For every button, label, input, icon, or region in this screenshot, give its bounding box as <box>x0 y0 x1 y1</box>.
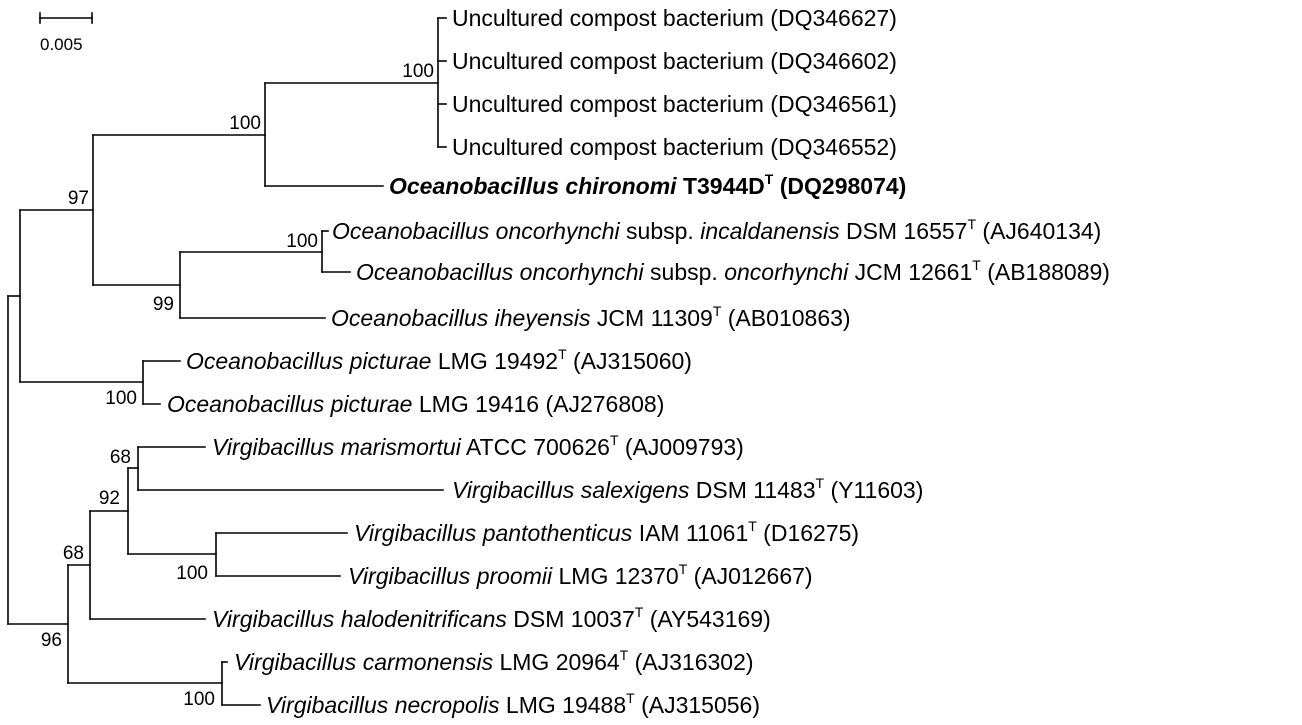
bootstrap-value: 100 <box>105 388 137 409</box>
taxon-strain: LMG 19488 <box>500 692 627 718</box>
scale-bar: 0.005 <box>39 12 93 54</box>
taxon-subspecies: incaldanensis <box>700 218 840 244</box>
taxon-label: Uncultured compost bacterium (DQ346627) <box>452 5 897 31</box>
taxon-label: Virgibacillus pantothenticus IAM 11061T … <box>354 518 859 546</box>
bootstrap-value: 68 <box>110 447 131 468</box>
taxon-species: Virgibacillus proomii <box>348 563 553 589</box>
taxon-label: Oceanobacillus iheyensis JCM 11309T (AB0… <box>331 303 851 331</box>
taxon-name: Uncultured compost bacterium (DQ346602) <box>452 48 897 74</box>
type-strain-mark: T <box>626 690 635 706</box>
type-strain-mark: T <box>748 518 757 534</box>
taxon-subsp-abbrev: subsp. <box>620 218 701 244</box>
taxon-strain: JCM 12661 <box>848 259 972 285</box>
taxon-label: Virgibacillus proomii LMG 12370T (AJ0126… <box>348 561 813 589</box>
taxon-label: Uncultured compost bacterium (DQ346602) <box>452 48 897 74</box>
taxon-strain: JCM 11309 <box>591 305 713 331</box>
bootstrap-value: 100 <box>229 113 261 134</box>
taxon-subsp-abbrev: subsp. <box>644 259 725 285</box>
taxon-label: Virgibacillus carmonensis LMG 20964T (AJ… <box>234 647 754 675</box>
type-strain-mark: T <box>967 216 976 232</box>
taxon-strain: LMG 12370 <box>552 563 679 589</box>
taxon-species: Virgibacillus salexigens <box>452 477 690 503</box>
taxon-label: Virgibacillus necropolis LMG 19488T (AJ3… <box>266 690 760 718</box>
bootstrap-value: 100 <box>176 563 208 584</box>
type-strain-mark: T <box>816 475 825 491</box>
taxon-label: Oceanobacillus oncorhynchi subsp. incald… <box>332 216 1101 244</box>
taxon-accession: (D16275) <box>757 520 859 546</box>
taxon-strain: T3944D <box>677 173 765 199</box>
taxon-accession: (AJ276808) <box>539 391 664 417</box>
bootstrap-value: 68 <box>63 543 84 564</box>
taxon-accession: (AB010863) <box>721 305 850 331</box>
taxon-label: Oceanobacillus picturae LMG 19492T (AJ31… <box>186 346 692 374</box>
taxon-species: Oceanobacillus iheyensis <box>331 305 591 331</box>
bootstrap-value: 97 <box>68 188 89 209</box>
taxon-species: Oceanobacillus picturae <box>167 391 412 417</box>
bootstrap-value: 92 <box>99 488 120 509</box>
bootstrap-value: 99 <box>153 294 174 315</box>
bootstrap-value: 100 <box>402 61 434 82</box>
taxon-label: Virgibacillus marismortui ATCC 700626T (… <box>212 432 744 460</box>
taxon-accession: (AJ012667) <box>687 563 812 589</box>
bootstrap-value: 100 <box>183 689 215 710</box>
taxon-species: Oceanobacillus chironomi <box>389 173 677 199</box>
taxon-species: Oceanobacillus oncorhynchi <box>356 259 645 285</box>
type-strain-mark: T <box>620 647 629 663</box>
taxon-label: Virgibacillus halodenitrificans DSM 1003… <box>212 604 771 632</box>
taxon-strain: LMG 19492 <box>431 348 558 374</box>
bootstrap-value: 100 <box>286 231 318 252</box>
taxon-label: Uncultured compost bacterium (DQ346561) <box>452 91 897 117</box>
taxon-name: Uncultured compost bacterium (DQ346552) <box>452 134 897 160</box>
taxon-species: Virgibacillus necropolis <box>266 692 500 718</box>
type-strain-mark: T <box>635 604 644 620</box>
taxon-species: Virgibacillus pantothenticus <box>354 520 633 546</box>
bootstrap-value: 96 <box>41 630 62 651</box>
taxon-strain: IAM 11061 <box>632 520 748 546</box>
taxon-species: Virgibacillus marismortui <box>212 434 462 460</box>
type-strain-mark: T <box>713 303 722 319</box>
tree-branches <box>7 17 447 706</box>
taxon-strain: LMG 20964 <box>493 649 620 675</box>
taxon-species: Virgibacillus carmonensis <box>234 649 494 675</box>
taxon-strain: LMG 19416 <box>412 391 539 417</box>
taxon-label: Uncultured compost bacterium (DQ346552) <box>452 134 897 160</box>
type-strain-mark: T <box>679 561 688 577</box>
taxon-species: Oceanobacillus oncorhynchi <box>332 218 621 244</box>
taxon-accession: (Y11603) <box>824 477 923 503</box>
taxon-species: Oceanobacillus picturae <box>186 348 431 374</box>
taxon-label: Oceanobacillus oncorhynchi subsp. oncorh… <box>356 257 1110 285</box>
taxon-strain: ATCC 700626 <box>461 434 610 460</box>
taxon-strain: DSM 16557 <box>840 218 968 244</box>
taxon-accession: (DQ298074) <box>773 173 906 199</box>
taxon-strain: DSM 10037 <box>507 606 635 632</box>
taxon-name: Uncultured compost bacterium (DQ346627) <box>452 5 897 31</box>
taxon-label: Oceanobacillus chironomi T3944DT (DQ2980… <box>389 171 906 199</box>
taxon-accession: (AY543169) <box>643 606 770 632</box>
taxon-species: Virgibacillus halodenitrificans <box>212 606 507 632</box>
taxon-accession: (AJ315056) <box>635 692 760 718</box>
taxon-accession: (AJ009793) <box>619 434 744 460</box>
taxon-label: Oceanobacillus picturae LMG 19416 (AJ276… <box>167 391 664 417</box>
taxon-accession: (AJ316302) <box>628 649 753 675</box>
taxon-accession: (AB188089) <box>981 259 1110 285</box>
type-strain-mark: T <box>972 257 981 273</box>
taxon-name: Uncultured compost bacterium (DQ346561) <box>452 91 897 117</box>
taxon-subspecies: oncorhynchi <box>724 259 849 285</box>
type-strain-mark: T <box>558 346 567 362</box>
taxon-strain: DSM 11483 <box>689 477 815 503</box>
taxon-labels: Uncultured compost bacterium (DQ346627) U… <box>167 5 1110 718</box>
type-strain-mark: T <box>765 171 774 187</box>
bootstrap-values: 100 100 97 100 99 100 68 92 100 68 96 10… <box>41 61 434 710</box>
scale-bar-label: 0.005 <box>40 35 83 54</box>
taxon-accession: (AJ640134) <box>976 218 1101 244</box>
taxon-accession: (AJ315060) <box>567 348 692 374</box>
taxon-label: Virgibacillus salexigens DSM 11483T (Y11… <box>452 475 923 503</box>
type-strain-mark: T <box>610 432 619 448</box>
